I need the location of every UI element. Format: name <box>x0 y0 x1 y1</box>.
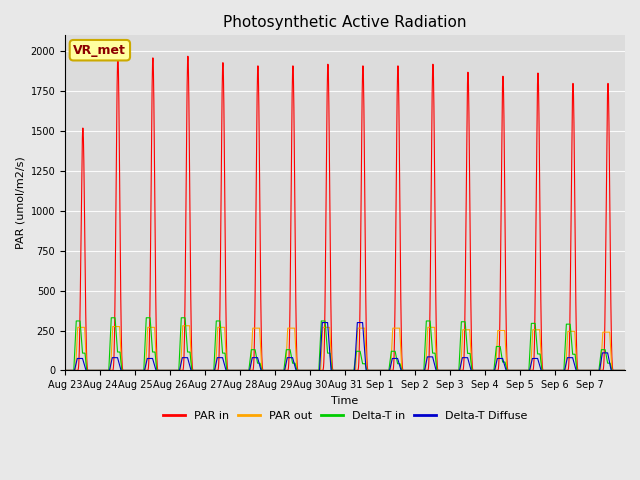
Delta-T in <box>157 368 165 373</box>
Delta-T in <box>435 368 442 373</box>
Delta-T Diffuse <box>435 368 442 373</box>
Delta-T in <box>492 353 499 359</box>
Delta-T Diffuse <box>424 354 431 360</box>
Delta-T in <box>424 318 431 324</box>
PAR in <box>475 368 483 373</box>
PAR out <box>435 368 442 373</box>
PAR in <box>492 368 499 373</box>
PAR out <box>500 328 508 334</box>
X-axis label: Time: Time <box>332 396 358 406</box>
Title: Photosynthetic Active Radiation: Photosynthetic Active Radiation <box>223 15 467 30</box>
PAR out <box>61 368 69 373</box>
PAR in <box>435 368 442 373</box>
Delta-T Diffuse <box>157 368 165 373</box>
Delta-T in <box>108 315 115 321</box>
Delta-T in <box>475 368 483 373</box>
PAR out <box>157 368 165 373</box>
Delta-T in <box>61 368 69 373</box>
PAR in <box>61 368 69 373</box>
Line: PAR out: PAR out <box>65 326 625 371</box>
PAR in <box>424 368 431 373</box>
Delta-T Diffuse <box>621 368 629 373</box>
PAR out <box>424 332 431 337</box>
Delta-T Diffuse <box>319 320 326 325</box>
Delta-T in <box>621 368 629 373</box>
PAR out <box>621 368 629 373</box>
PAR in <box>114 53 122 59</box>
PAR out <box>475 368 483 373</box>
Delta-T Diffuse <box>475 368 483 373</box>
PAR out <box>179 323 187 329</box>
Delta-T Diffuse <box>500 359 508 365</box>
PAR in <box>621 368 629 373</box>
Legend: PAR in, PAR out, Delta-T in, Delta-T Diffuse: PAR in, PAR out, Delta-T in, Delta-T Dif… <box>158 406 532 425</box>
Line: Delta-T Diffuse: Delta-T Diffuse <box>65 323 625 371</box>
Text: VR_met: VR_met <box>74 44 126 57</box>
Y-axis label: PAR (umol/m2/s): PAR (umol/m2/s) <box>15 156 25 249</box>
PAR in <box>500 94 508 99</box>
Delta-T Diffuse <box>492 364 499 370</box>
Delta-T in <box>500 359 508 365</box>
Delta-T Diffuse <box>61 368 69 373</box>
Line: PAR in: PAR in <box>65 56 625 371</box>
PAR in <box>157 368 165 373</box>
Line: Delta-T in: Delta-T in <box>65 318 625 371</box>
PAR out <box>492 368 499 373</box>
